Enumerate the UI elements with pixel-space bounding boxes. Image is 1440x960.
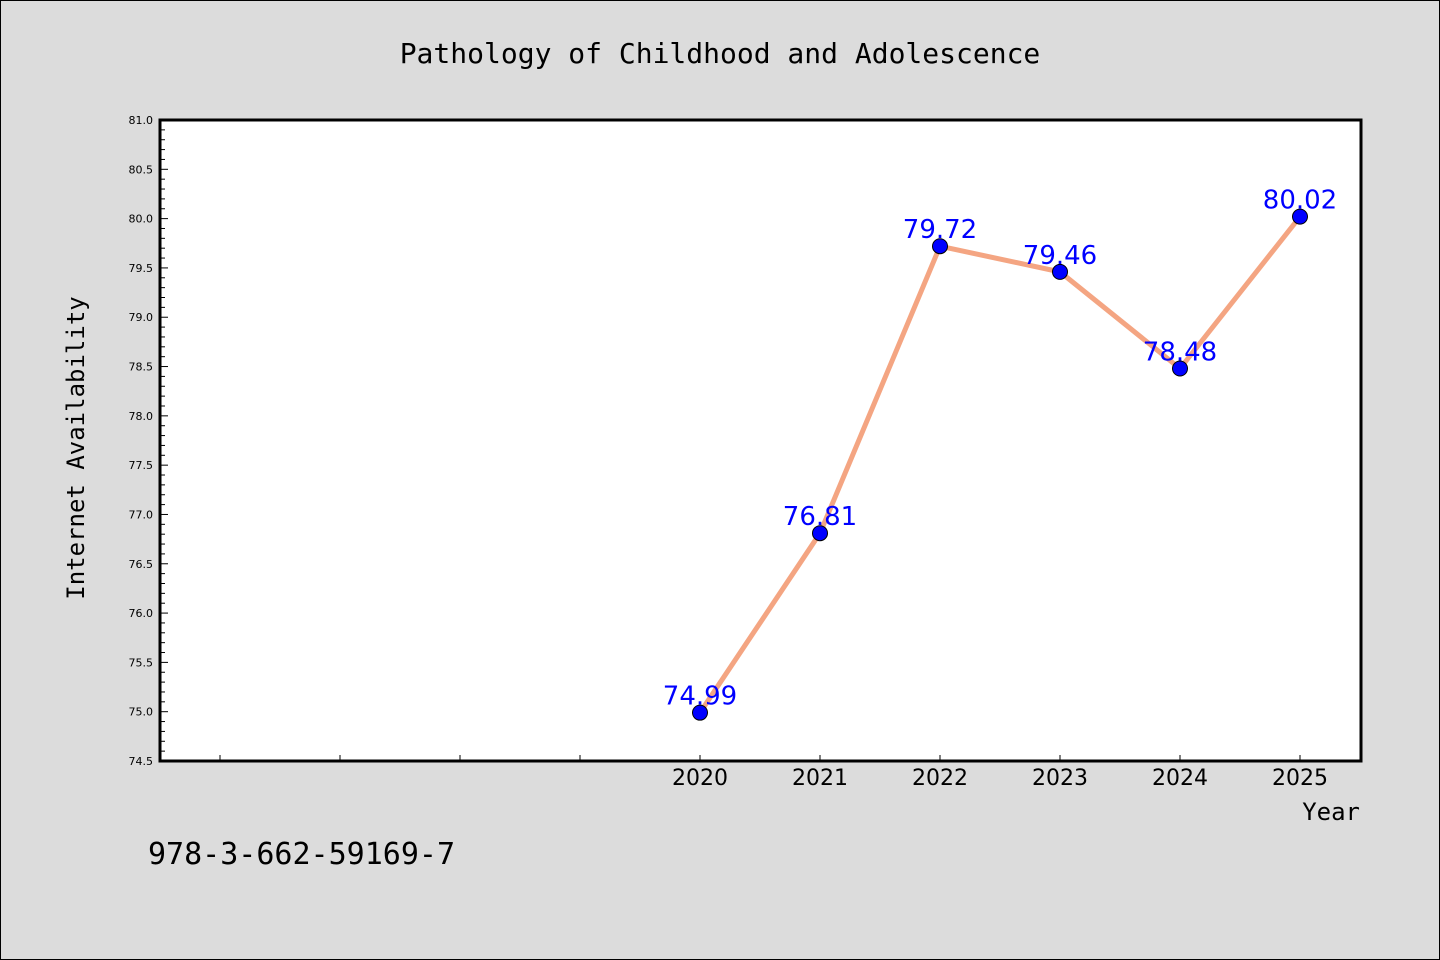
series-group: 74.99 76.81 79.72 79.46 78.48 80.02 [663,186,1337,721]
y-axis: 74.5 75.0 75.5 76.0 76.5 77.0 77.5 78.0 78.5 79.0… [129,114,168,768]
data-label: 79.46 [1023,241,1097,271]
data-label: 79.72 [903,215,977,245]
x-tick-label: 2021 [792,766,848,791]
x-tick-label: 2025 [1272,766,1328,791]
data-point [812,525,828,542]
x-tick-label: 2023 [1032,766,1088,791]
x-axis: 2020 2021 2022 2023 2024 2025 [219,755,1328,791]
data-point [1172,360,1188,377]
x-axis-label: Year [1302,798,1360,826]
chart-title: Pathology of Childhood and Adolescence [400,37,1041,70]
plot-area [158,118,1363,763]
data-label: 76.81 [783,502,857,532]
data-label: 74.99 [663,682,737,712]
y-tick-label: 78.5 [129,361,154,374]
y-tick-label: 77.0 [129,508,154,521]
y-tick-label: 76.0 [129,607,154,620]
x-tick-label: 2022 [912,766,968,791]
y-tick-label: 79.5 [129,262,154,275]
y-axis-label: Internet Availability [62,296,90,599]
data-point [932,238,948,255]
y-tick-label: 76.5 [129,558,154,571]
y-tick-label: 79.0 [129,311,154,324]
y-tick-label: 81.0 [129,114,154,127]
series-line [697,215,1302,715]
data-point [1052,263,1068,280]
y-tick-label: 78.0 [129,410,154,423]
y-tick-label: 80.5 [129,163,154,176]
y-tick-label: 75.5 [129,656,154,669]
x-tick-label: 2020 [672,766,728,791]
y-tick-label: 80.0 [129,213,154,226]
isbn-text: 978-3-662-59169-7 [148,837,455,872]
data-point [1292,208,1308,225]
data-label: 80.02 [1263,186,1337,216]
data-label: 78.48 [1143,338,1217,368]
data-point [692,704,708,721]
y-tick-label: 74.5 [129,755,154,768]
y-tick-label: 75.0 [129,706,154,719]
y-tick-label: 77.5 [129,459,154,472]
x-tick-label: 2024 [1152,766,1208,791]
